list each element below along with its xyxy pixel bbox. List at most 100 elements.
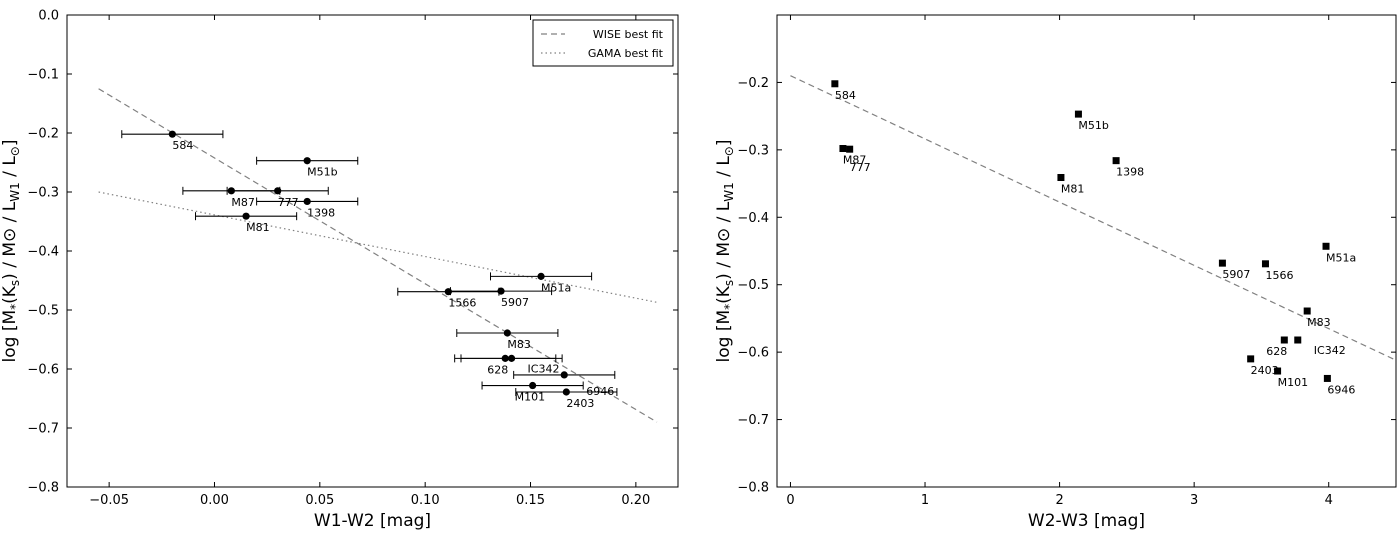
point-label: M101 — [515, 391, 546, 404]
point-label: 777 — [850, 161, 871, 174]
y-axis-label: log [M*(Ks) / M⊙ / LW1 / L⊙] — [0, 140, 22, 363]
y-tick-label: −0.2 — [27, 127, 59, 142]
y-tick-label: −0.3 — [737, 143, 769, 158]
point-label: M87 — [231, 196, 255, 209]
right-panel: W2-W3 [mag] log [M*(Ks) / M⊙ / LW1 / L⊙]… — [714, 14, 1397, 531]
data-point — [839, 145, 847, 153]
data-point — [1280, 336, 1288, 344]
data-point — [168, 130, 176, 138]
data-point — [1057, 174, 1065, 182]
point-label: 777 — [278, 196, 299, 209]
data-point — [274, 187, 282, 195]
data-point — [1303, 307, 1311, 315]
data-point — [303, 197, 311, 206]
data-point — [1218, 259, 1226, 267]
data-point — [503, 329, 511, 337]
x-tick-label: 0.00 — [200, 493, 229, 508]
y-tick-label: −0.5 — [27, 304, 59, 319]
fit-line-dashed — [790, 75, 1397, 361]
y-tick-label: −0.4 — [27, 245, 59, 260]
data-point — [831, 80, 839, 88]
fit-line-dashed — [98, 88, 658, 423]
point-label: 2403 — [566, 397, 594, 410]
point-label: M51a — [541, 281, 571, 294]
point-label: M87 — [843, 154, 867, 167]
data-point — [1112, 157, 1120, 165]
data-point — [1074, 110, 1082, 118]
point-label: M51a — [1326, 251, 1356, 264]
point-label: 6946 — [1327, 383, 1355, 396]
point-label: 628 — [1266, 345, 1287, 358]
data-point — [846, 145, 854, 153]
data-point — [1322, 242, 1330, 250]
point-label: 584 — [835, 89, 856, 102]
point-label: 1398 — [1116, 166, 1144, 179]
point-label: 1566 — [448, 297, 476, 310]
point-label: 6946 — [586, 385, 614, 398]
data-point — [1247, 355, 1255, 363]
x-axis-label: W1-W2 [mag] — [314, 511, 431, 531]
data-point — [560, 371, 568, 379]
data-point — [1323, 374, 1331, 382]
x-tick-label: 1 — [921, 493, 929, 508]
point-label: M51b — [1078, 119, 1108, 132]
x-tick-label: 0.05 — [305, 493, 334, 508]
y-tick-label: −0.4 — [737, 211, 769, 226]
point-label: 628 — [487, 363, 508, 376]
point-label: M83 — [507, 338, 531, 351]
point-label: M83 — [1307, 316, 1331, 329]
fit-line-dotted — [98, 191, 658, 303]
point-label: M51b — [307, 166, 337, 179]
point-label: M101 — [1278, 376, 1309, 389]
y-tick-label: −0.6 — [737, 346, 769, 361]
x-tick-label: 4 — [1325, 493, 1333, 508]
y-tick-label: 0.0 — [38, 9, 59, 24]
point-label: IC342 — [1314, 344, 1346, 357]
data-point — [242, 212, 250, 220]
plot-frame — [776, 14, 1397, 488]
x-axis-label: W2-W3 [mag] — [1028, 511, 1145, 531]
x-tick-label: 0 — [786, 493, 794, 508]
x-tick-label: 3 — [1190, 493, 1198, 508]
plot-frame — [66, 14, 679, 488]
point-label: 1566 — [1265, 269, 1293, 282]
data-point — [562, 388, 570, 396]
y-tick-label: −0.7 — [737, 413, 769, 428]
x-tick-label: 0.20 — [621, 493, 650, 508]
legend-box — [532, 19, 674, 67]
x-tick-label: 0.15 — [516, 493, 545, 508]
data-point — [537, 272, 545, 280]
point-label: 5907 — [1222, 268, 1250, 281]
data-point — [507, 354, 516, 362]
data-point — [497, 287, 505, 295]
data-point — [1261, 260, 1269, 268]
y-tick-label: −0.3 — [27, 186, 59, 201]
point-label: 5907 — [501, 296, 529, 309]
x-tick-label: −0.05 — [89, 493, 129, 508]
point-label: 1398 — [307, 206, 335, 219]
y-tick-label: −0.2 — [737, 76, 769, 91]
x-tick-label: 2 — [1055, 493, 1063, 508]
x-tick-label: 0.10 — [411, 493, 440, 508]
left-panel: W1-W2 [mag] log [M*(Ks) / M⊙ / LW1 / L⊙]… — [0, 9, 679, 531]
data-point — [529, 381, 537, 390]
y-tick-label: −0.7 — [27, 422, 59, 437]
legend-entry: GAMA best fit — [588, 47, 664, 60]
y-tick-label: −0.5 — [737, 278, 769, 293]
y-tick-label: −0.8 — [27, 481, 59, 496]
y-tick-label: −0.1 — [27, 68, 59, 83]
y-tick-label: −0.8 — [737, 481, 769, 496]
data-point — [1294, 336, 1302, 344]
y-tick-label: −0.6 — [27, 363, 59, 378]
point-label: M81 — [1061, 183, 1085, 196]
point-label: IC342 — [528, 362, 560, 375]
data-point — [1274, 367, 1282, 375]
y-axis-label: log [M*(Ks) / M⊙ / LW1 / L⊙] — [714, 140, 736, 363]
point-label: 584 — [172, 139, 193, 152]
data-point — [303, 157, 311, 165]
point-label: 2403 — [1251, 364, 1279, 377]
point-label: M81 — [246, 221, 270, 234]
legend-entry: WISE best fit — [593, 28, 664, 41]
